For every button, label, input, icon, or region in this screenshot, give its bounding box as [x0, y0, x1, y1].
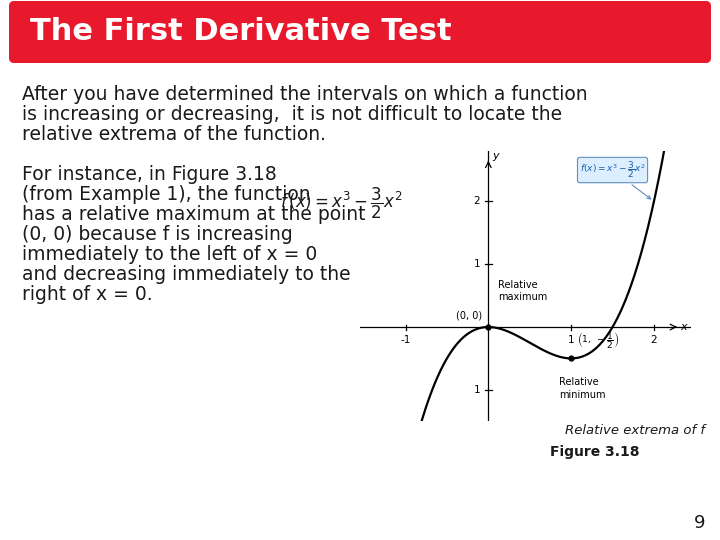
Text: has a relative maximum at the point: has a relative maximum at the point: [22, 205, 366, 224]
Text: Figure 3.18: Figure 3.18: [550, 445, 640, 459]
Text: $y$: $y$: [492, 151, 500, 163]
Text: 1: 1: [474, 385, 480, 395]
Text: Relative
minimum: Relative minimum: [559, 377, 606, 400]
Text: and decreasing immediately to the: and decreasing immediately to the: [22, 265, 351, 284]
Text: 2: 2: [651, 335, 657, 345]
Text: (0, 0) because f is increasing: (0, 0) because f is increasing: [22, 225, 293, 244]
Text: is increasing or decreasing,  it is not difficult to locate the: is increasing or decreasing, it is not d…: [22, 105, 562, 124]
Text: The First Derivative Test: The First Derivative Test: [30, 17, 451, 46]
FancyBboxPatch shape: [9, 1, 711, 63]
Text: 1: 1: [474, 259, 480, 269]
Text: immediately to the left of x = 0: immediately to the left of x = 0: [22, 245, 318, 264]
Text: (from Example 1), the function: (from Example 1), the function: [22, 185, 310, 204]
Text: 1: 1: [568, 335, 575, 345]
Text: For instance, in Figure 3.18: For instance, in Figure 3.18: [22, 165, 276, 184]
Text: $f\,(x) = x^3 - \dfrac{3}{2}x^2$: $f\,(x) = x^3 - \dfrac{3}{2}x^2$: [280, 186, 402, 221]
Text: $\left(1,\ -\dfrac{1}{2}\right)$: $\left(1,\ -\dfrac{1}{2}\right)$: [577, 330, 619, 351]
Text: 2: 2: [474, 197, 480, 206]
Text: 9: 9: [694, 514, 706, 532]
Text: relative extrema of the function.: relative extrema of the function.: [22, 125, 326, 144]
Text: After you have determined the intervals on which a function: After you have determined the intervals …: [22, 85, 588, 104]
Text: -1: -1: [400, 335, 410, 345]
Text: Relative extrema of f: Relative extrema of f: [565, 424, 705, 437]
Text: Relative
maximum: Relative maximum: [498, 280, 547, 302]
Text: $x$: $x$: [680, 322, 689, 332]
Text: (0, 0): (0, 0): [456, 310, 482, 321]
Text: right of x = 0.: right of x = 0.: [22, 285, 153, 304]
Text: $f(x)=x^3-\dfrac{3}{2}x^2$: $f(x)=x^3-\dfrac{3}{2}x^2$: [580, 160, 651, 199]
